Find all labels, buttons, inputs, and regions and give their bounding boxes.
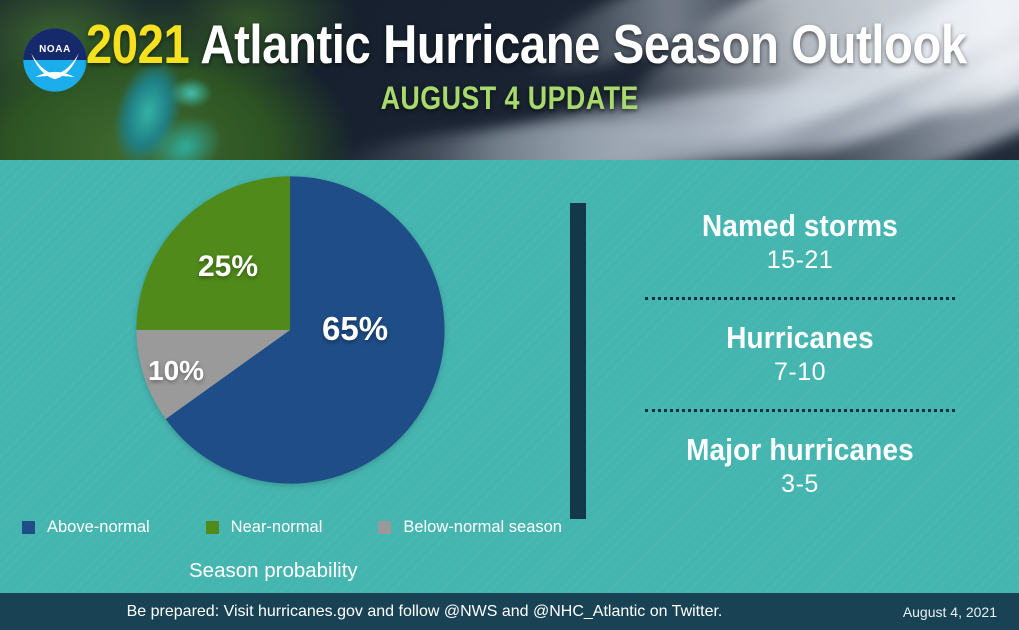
- chart-legend: Above-normal Near-normal Below-normal se…: [22, 518, 562, 583]
- stat-title: Major hurricanes: [686, 432, 914, 467]
- legend-swatch-icon: [378, 521, 392, 534]
- stat-divider: [645, 409, 955, 412]
- forecast-stats-panel: Named storms 15-21 Hurricanes 7-10 Major…: [620, 208, 980, 499]
- legend-swatch-icon: [205, 521, 219, 534]
- page-title: 2021 Atlantic Hurricane Season Outlook: [52, 13, 968, 75]
- legend-label: Near-normal: [230, 518, 323, 536]
- legend-label: Below-normal season: [403, 518, 562, 536]
- footer-message: Be prepared: Visit hurricanes.gov and fo…: [126, 602, 723, 620]
- chart-caption: Season probability: [189, 559, 358, 582]
- noaa-logo-icon: NOAA: [23, 28, 87, 92]
- footer-bar: Be prepared: Visit hurricanes.gov and fo…: [0, 593, 1019, 630]
- svg-text:NOAA: NOAA: [39, 44, 71, 55]
- pie-slice-near-normal: [136, 176, 290, 330]
- legend-item-near-normal: Near-normal: [205, 518, 323, 537]
- pie-label-above-normal: 65%: [322, 310, 389, 347]
- stat-title: Named storms: [701, 208, 898, 243]
- vertical-divider: [570, 203, 586, 519]
- stat-title: Hurricanes: [726, 320, 874, 355]
- stat-group-major-hurricanes: Major hurricanes 3-5: [620, 432, 980, 499]
- pie-slice-below-normal: [136, 330, 290, 419]
- footer-date: August 4, 2021: [902, 603, 997, 620]
- legend-swatch-icon: [22, 521, 35, 534]
- pie-label-below-normal: 10%: [148, 355, 205, 386]
- pie-label-near-normal: 25%: [198, 250, 259, 283]
- legend-label: Above-normal: [47, 518, 150, 536]
- stat-group-hurricanes: Hurricanes 7-10: [620, 320, 980, 387]
- pie-svg: [136, 176, 445, 484]
- stat-value: 3-5: [781, 470, 819, 498]
- shallow-water-icon: [170, 78, 212, 108]
- stat-value: 15-21: [766, 246, 834, 274]
- main-content: 65% 25% 10% Above-normal Near-normal Be: [0, 160, 1019, 593]
- page-subtitle: AUGUST 4 UPDATE: [380, 79, 639, 116]
- stat-divider: [645, 297, 955, 300]
- legend-item-above-normal: Above-normal: [22, 518, 150, 537]
- stat-value: 7-10: [773, 358, 827, 386]
- title-rest: Atlantic Hurricane Season Outlook: [189, 13, 968, 75]
- title-year: 2021: [86, 13, 190, 75]
- header-title-block: 2021 Atlantic Hurricane Season Outlook A…: [0, 0, 1019, 160]
- header-banner: NOAA 2021 Atlantic Hurricane Season Outl…: [0, 0, 1019, 160]
- legend-item-below-normal: Below-normal season: [378, 518, 562, 537]
- satellite-image-background: [0, 0, 1019, 160]
- pie-slice-above-normal: [165, 176, 445, 484]
- season-probability-pie-chart: 65% 25% 10%: [130, 170, 450, 490]
- stat-group-named-storms: Named storms 15-21: [620, 208, 980, 275]
